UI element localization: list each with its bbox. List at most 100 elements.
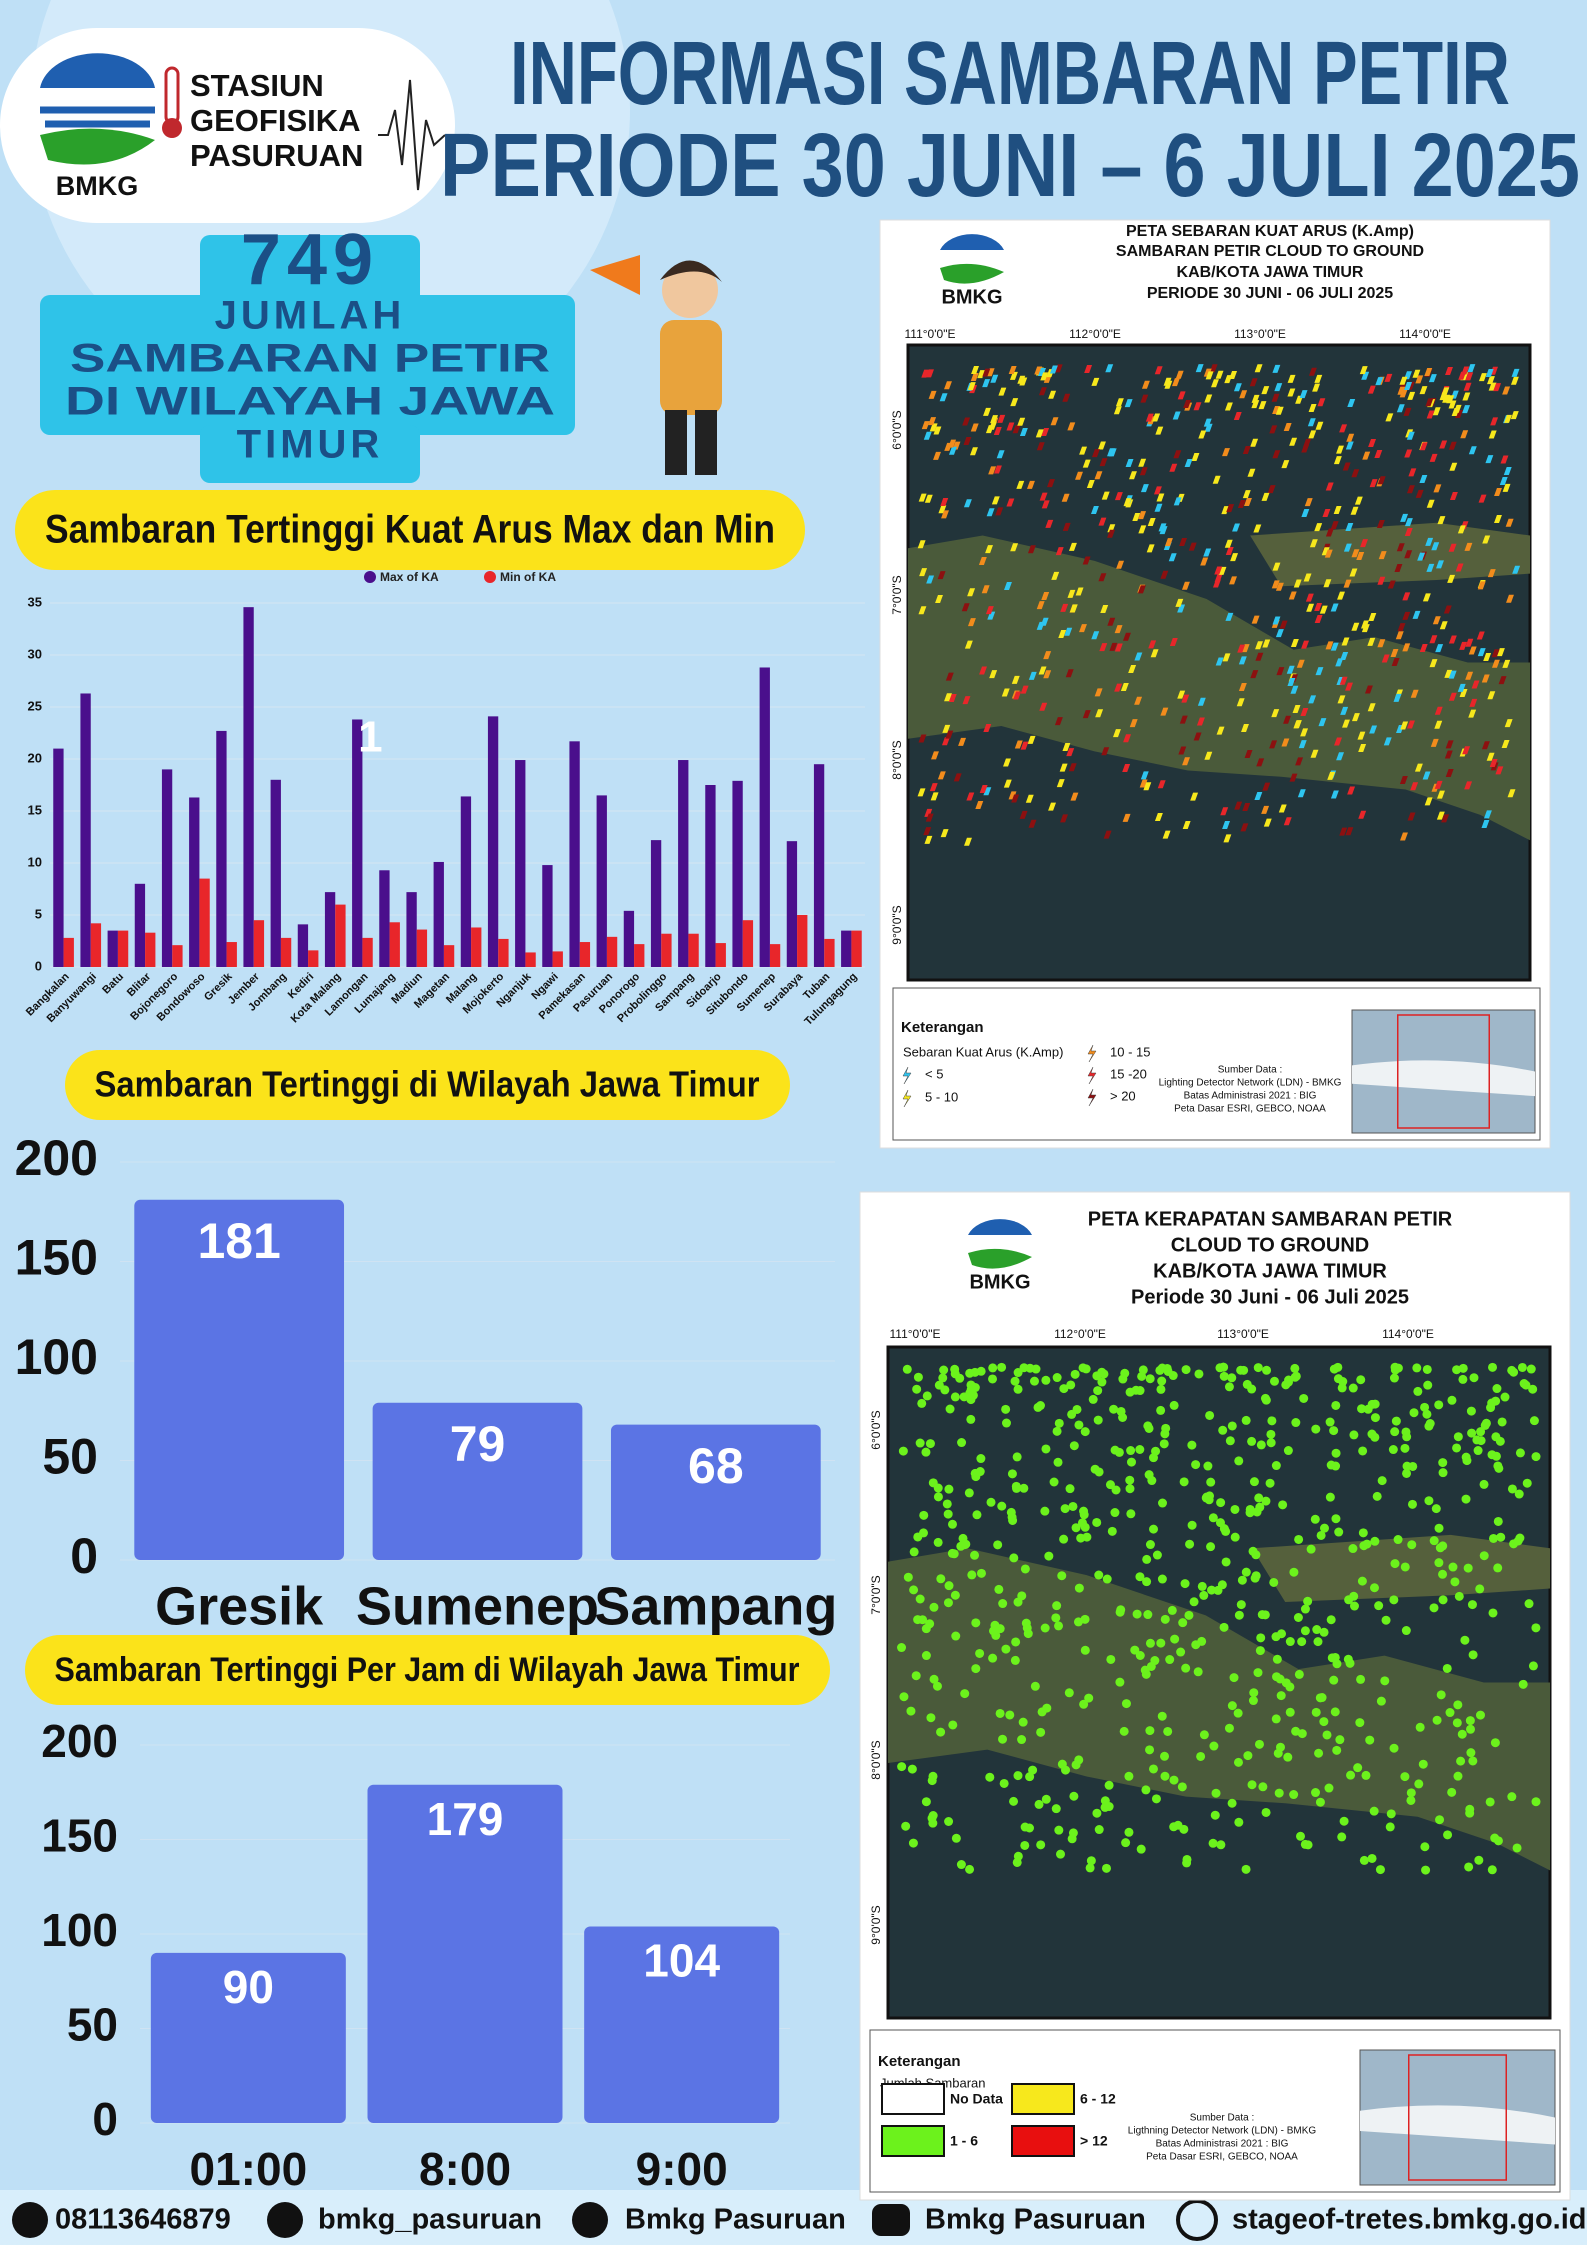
footer-icons: [12, 2199, 1218, 2241]
map-strike: [1014, 740, 1023, 749]
data-label: 90: [223, 1961, 274, 2013]
map-strike: [1406, 1795, 1416, 1805]
map-strike: [1487, 691, 1496, 700]
map-strike: [1141, 380, 1150, 389]
map-strike: [1255, 1502, 1265, 1512]
map-strike: [1041, 1794, 1051, 1804]
map-strike: [1261, 1496, 1271, 1506]
map-lat-label: 8°0'0"S: [869, 1740, 883, 1779]
map-strike: [1086, 479, 1095, 488]
map-strike: [1115, 1607, 1125, 1617]
map-strike: [1314, 615, 1323, 624]
bar: [542, 865, 553, 967]
map-strike: [970, 447, 978, 456]
map-strike: [1269, 1376, 1279, 1386]
map-strike: [1493, 1563, 1503, 1573]
map-strike: [990, 374, 999, 383]
map-strike: [1438, 1569, 1448, 1579]
map-strike: [936, 1574, 946, 1584]
map-strike: [1218, 566, 1227, 575]
map-strike: [1319, 605, 1328, 614]
map-strike: [897, 1762, 907, 1772]
map-strike: [1181, 581, 1190, 590]
y-tick-label: 0: [70, 1528, 98, 1584]
map-strike: [1339, 676, 1348, 685]
map-strike: [1461, 1452, 1471, 1462]
map-strike: [1196, 1751, 1206, 1761]
map-strike: [1432, 407, 1441, 416]
map-lat-label: 9°0'0"S: [890, 905, 904, 944]
map-strike: [1062, 742, 1071, 751]
map-strike: [1276, 667, 1285, 676]
map-strike: [1124, 399, 1133, 408]
map-strike: [1134, 652, 1143, 661]
map-strike: [1422, 593, 1431, 602]
map-strike: [898, 1446, 908, 1456]
map-strike: [1486, 752, 1495, 761]
map-strike: [1208, 1513, 1218, 1523]
map-logo: [940, 234, 1004, 250]
map-strike: [1389, 1373, 1399, 1383]
map-strike: [1048, 390, 1057, 399]
map-strike: [1293, 1612, 1303, 1622]
map-strike: [919, 568, 928, 577]
map-strike: [1313, 1637, 1323, 1647]
map-strike: [1400, 1443, 1410, 1453]
map-strike: [986, 508, 995, 517]
map-strike: [1160, 1614, 1170, 1624]
map-strike: [1303, 573, 1312, 582]
map-strike: [1349, 568, 1358, 577]
map-strike: [1438, 1458, 1448, 1468]
y-tick-label: 200: [41, 1715, 118, 1767]
map-strike: [1156, 1638, 1166, 1648]
map-strike: [975, 801, 984, 810]
map-strike: [1330, 603, 1339, 612]
map-strike: [1064, 1688, 1074, 1698]
map-strike: [928, 417, 937, 426]
map-strike: [928, 1771, 938, 1781]
map-strike: [1507, 1792, 1517, 1802]
map-strike: [1460, 1635, 1470, 1645]
map-strike: [957, 1438, 967, 1448]
map-strike: [1254, 791, 1263, 800]
map-strike: [1377, 639, 1386, 648]
map-strike: [1007, 1512, 1017, 1522]
map-strike: [1275, 1742, 1285, 1752]
map-strike: [1271, 709, 1280, 718]
map-strike: [966, 1414, 976, 1424]
bar: [715, 943, 726, 967]
map-strike: [925, 813, 934, 822]
bar: [851, 930, 862, 967]
map-strike: [921, 1797, 931, 1807]
map-strike: [1495, 1436, 1505, 1446]
map-strike: [1229, 576, 1237, 585]
map-strike: [1010, 1655, 1020, 1665]
map-legend-title: Keterangan: [878, 2053, 961, 2070]
map-strike: [1041, 591, 1050, 600]
map-strike: [1488, 1533, 1498, 1543]
map-strike: [1230, 553, 1239, 562]
map-strike: [1261, 492, 1270, 501]
map-strike: [1181, 694, 1190, 703]
bar: [150, 1952, 346, 2123]
map-lon-label: 113°0'0"E: [1234, 327, 1286, 341]
map-strike: [919, 1510, 929, 1520]
map-strike: [1423, 1380, 1433, 1390]
bar: [498, 938, 509, 967]
map-strike: [1006, 422, 1015, 431]
map-strike: [1449, 491, 1458, 500]
y-tick-label: 200: [15, 1130, 98, 1186]
map-lon-label: 114°0'0"E: [1399, 327, 1451, 341]
map-strike: [1146, 544, 1155, 553]
footer-contact: Bmkg Pasuruan: [625, 2204, 846, 2236]
map-strike: [951, 1833, 961, 1843]
map-strike: [1435, 644, 1444, 653]
map-strike: [1199, 1730, 1209, 1740]
map-strike: [1153, 486, 1162, 495]
map-strike: [1412, 610, 1421, 619]
map-strike: [1025, 794, 1034, 803]
map-strike: [1420, 1402, 1430, 1412]
map-strike: [1457, 683, 1466, 692]
map-strike: [921, 1651, 931, 1661]
map-strike: [1191, 452, 1200, 461]
